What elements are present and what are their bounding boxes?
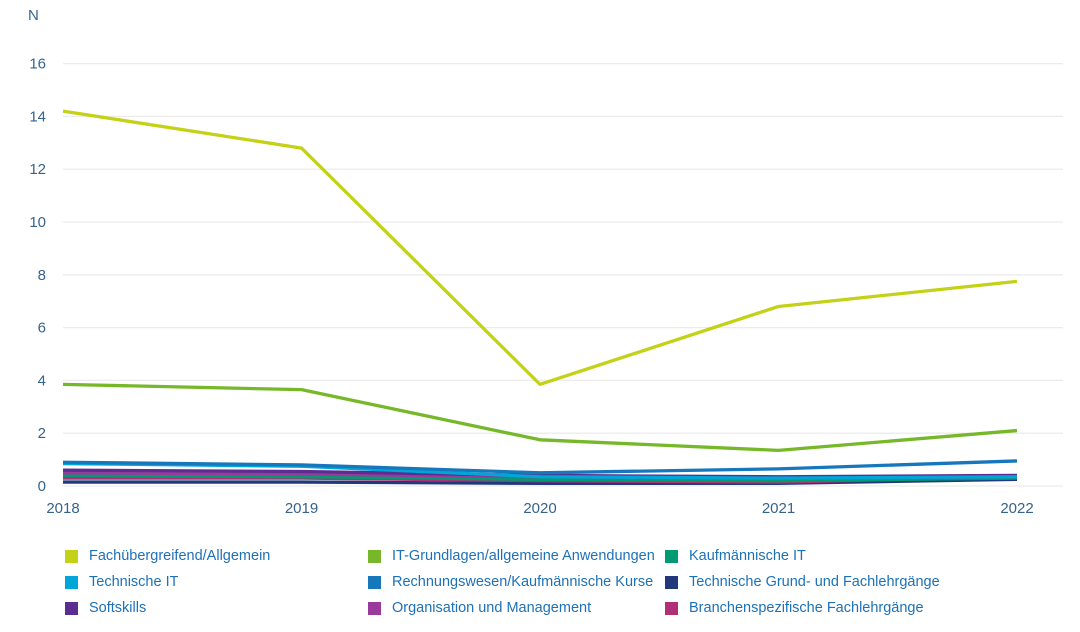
legend-swatch-icon [665,602,678,615]
legend-swatch-icon [65,550,78,563]
y-tick-label: 10 [29,214,46,231]
legend-item-6[interactable]: Softskills [65,600,368,617]
series-line-4 [62,459,1018,475]
x-tick-label: 2018 [46,500,79,517]
legend-swatch-icon [665,550,678,563]
y-tick-label: 4 [38,372,46,389]
legend-swatch-icon [65,602,78,615]
line-chart: N 0 2 4 6 8 10 12 14 16 2018 2019 2020 2021 2022 [28,7,1063,517]
legend-label: Technische IT [89,574,179,590]
legend-swatch-icon [665,576,678,589]
legend-swatch-icon [368,602,381,615]
legend-swatch-icon [368,576,381,589]
x-tick-label: 2022 [1000,500,1033,517]
y-tick-label: 8 [38,267,46,284]
legend-label: Kaufmännische IT [689,548,806,564]
y-tick-label: 16 [29,56,46,73]
legend-item-4[interactable]: Rechnungswesen/Kaufmännische Kurse [368,574,665,591]
y-tick-label: 12 [29,161,46,178]
legend-item-8[interactable]: Branchenspezifische Fachlehrgänge [665,600,940,617]
legend-label: Technische Grund- und Fachlehrgänge [689,574,940,590]
series-line-5 [63,477,1018,486]
y-axis-unit-label: N [28,7,39,24]
legend-label: Branchenspezifische Fachlehrgänge [689,600,924,616]
legend-swatch-icon [65,576,78,589]
legend-label: Fachübergreifend/Allgemein [89,548,271,564]
x-tick-label: 2020 [523,500,556,517]
x-tick-label: 2021 [762,500,795,517]
legend-item-7[interactable]: Organisation und Management [368,600,665,617]
legend-swatch-icon [368,550,381,563]
legend-item-3[interactable]: Technische IT [65,574,368,591]
legend-item-2[interactable]: Kaufmännische IT [665,548,940,565]
legend-label: Rechnungswesen/Kaufmännische Kurse [392,574,654,590]
y-tick-label: 2 [38,425,46,442]
y-tick-label: 6 [38,320,46,337]
legend-item-0[interactable]: Fachübergreifend/Allgemein [65,548,368,565]
x-tick-label: 2019 [285,500,318,517]
legend-item-1[interactable]: IT-Grundlagen/allgemeine Anwendungen [368,548,665,565]
y-tick-label: 14 [29,108,46,125]
series-line-0 [62,109,1018,387]
legend-item-5[interactable]: Technische Grund- und Fachlehrgänge [665,574,940,591]
y-tick-label: 0 [38,478,46,495]
legend-label: IT-Grundlagen/allgemeine Anwendungen [392,548,655,564]
series-line-2 [62,473,1018,483]
legend-label: Softskills [89,600,147,616]
legend-label: Organisation und Management [392,600,592,616]
series-line-1 [62,382,1018,453]
chart-legend: Fachübergreifend/Allgemein IT-Grundlagen/… [65,548,940,617]
